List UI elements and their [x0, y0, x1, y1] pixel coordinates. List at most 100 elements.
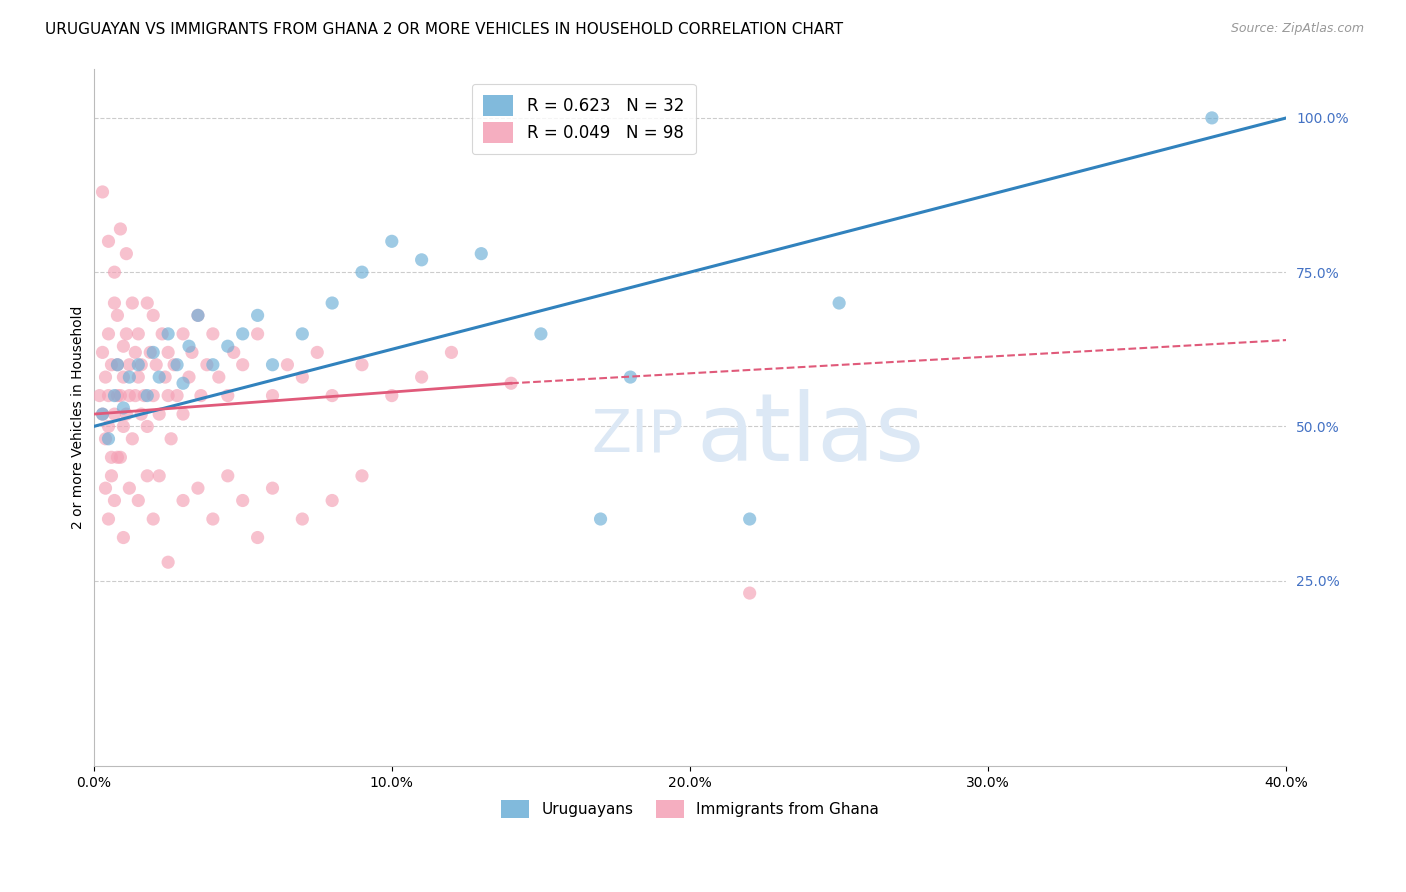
Point — [246, 326, 269, 341]
Point — [166, 358, 188, 372]
Point — [121, 432, 143, 446]
Point — [321, 388, 343, 402]
Point — [201, 326, 224, 341]
Point — [118, 481, 141, 495]
Point — [118, 388, 141, 402]
Point — [201, 358, 224, 372]
Point — [291, 512, 314, 526]
Point — [103, 265, 125, 279]
Point — [589, 512, 612, 526]
Text: ZIP: ZIP — [592, 406, 685, 463]
Point — [110, 388, 132, 402]
Text: URUGUAYAN VS IMMIGRANTS FROM GHANA 2 OR MORE VEHICLES IN HOUSEHOLD CORRELATION C: URUGUAYAN VS IMMIGRANTS FROM GHANA 2 OR … — [45, 22, 844, 37]
Point — [134, 388, 156, 402]
Point — [100, 450, 122, 465]
Point — [157, 388, 180, 402]
Point — [157, 345, 180, 359]
Point — [127, 493, 149, 508]
Point — [177, 370, 200, 384]
Point — [530, 326, 553, 341]
Point — [115, 407, 138, 421]
Point — [145, 358, 167, 372]
Legend: Uruguayans, Immigrants from Ghana: Uruguayans, Immigrants from Ghana — [495, 794, 884, 824]
Point — [150, 326, 173, 341]
Point — [97, 326, 120, 341]
Point — [291, 326, 314, 341]
Point — [232, 358, 254, 372]
Point — [177, 339, 200, 353]
Point — [129, 358, 152, 372]
Point — [142, 512, 165, 526]
Point — [208, 370, 231, 384]
Point — [217, 468, 239, 483]
Point — [321, 296, 343, 310]
Point — [350, 358, 373, 372]
Point — [124, 345, 146, 359]
Point — [246, 309, 269, 323]
Point — [172, 407, 194, 421]
Text: atlas: atlas — [696, 389, 924, 481]
Point — [136, 419, 159, 434]
Point — [97, 235, 120, 249]
Point — [307, 345, 329, 359]
Point — [166, 388, 188, 402]
Point — [381, 235, 404, 249]
Y-axis label: 2 or more Vehicles in Household: 2 or more Vehicles in Household — [72, 305, 86, 529]
Point — [91, 407, 114, 421]
Point — [148, 468, 170, 483]
Point — [157, 555, 180, 569]
Point — [153, 370, 176, 384]
Point — [107, 388, 129, 402]
Point — [91, 407, 114, 421]
Point — [142, 309, 165, 323]
Point — [157, 326, 180, 341]
Point — [411, 252, 433, 267]
Point — [94, 481, 117, 495]
Point — [262, 358, 284, 372]
Point — [217, 339, 239, 353]
Point — [1201, 111, 1223, 125]
Point — [97, 419, 120, 434]
Point — [163, 358, 186, 372]
Point — [112, 419, 135, 434]
Point — [121, 296, 143, 310]
Point — [97, 388, 120, 402]
Point — [110, 450, 132, 465]
Point — [187, 481, 209, 495]
Point — [172, 493, 194, 508]
Point — [115, 246, 138, 260]
Point — [262, 481, 284, 495]
Point — [127, 358, 149, 372]
Point — [321, 493, 343, 508]
Point — [110, 222, 132, 236]
Point — [139, 345, 162, 359]
Point — [129, 407, 152, 421]
Point — [91, 185, 114, 199]
Point — [470, 246, 492, 260]
Point — [97, 512, 120, 526]
Point — [190, 388, 212, 402]
Point — [136, 296, 159, 310]
Point — [124, 388, 146, 402]
Point — [828, 296, 851, 310]
Point — [187, 309, 209, 323]
Point — [172, 376, 194, 391]
Point — [127, 326, 149, 341]
Point — [262, 388, 284, 402]
Point — [89, 388, 111, 402]
Point — [115, 326, 138, 341]
Point — [103, 493, 125, 508]
Point — [411, 370, 433, 384]
Point — [107, 358, 129, 372]
Point — [232, 326, 254, 341]
Point — [195, 358, 218, 372]
Point — [440, 345, 463, 359]
Point — [103, 388, 125, 402]
Point — [112, 339, 135, 353]
Point — [350, 265, 373, 279]
Point — [94, 370, 117, 384]
Point — [172, 326, 194, 341]
Point — [142, 345, 165, 359]
Point — [112, 370, 135, 384]
Point — [148, 407, 170, 421]
